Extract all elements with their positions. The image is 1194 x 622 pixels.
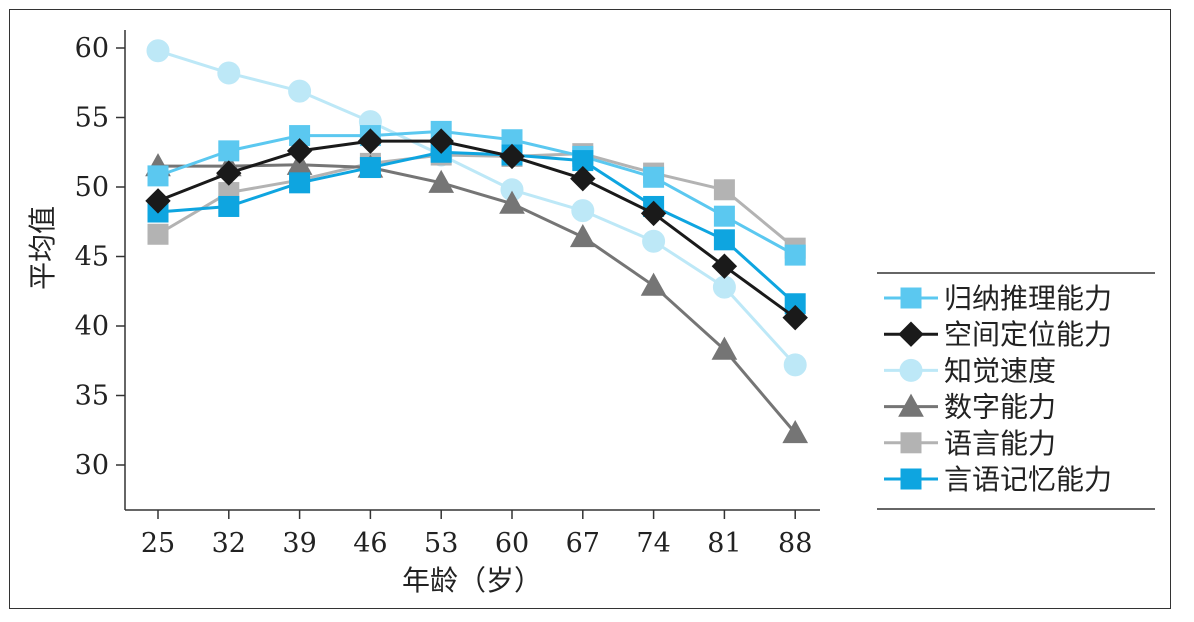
data-point [288, 79, 312, 103]
x-tick-label: 39 [282, 528, 316, 559]
data-point [216, 160, 242, 186]
y-tick-label: 40 [75, 311, 109, 342]
series-line [157, 49, 797, 366]
data-point [286, 138, 313, 164]
data-point [711, 336, 738, 360]
data-point [499, 190, 525, 214]
x-tick-label: 67 [566, 528, 600, 559]
data-point [782, 420, 809, 444]
legend-item: 归纳推理能力 [884, 282, 1112, 315]
x-tick-label: 60 [495, 528, 529, 559]
x-axis-title: 年龄（岁） [402, 564, 542, 597]
y-tick-label: 30 [75, 450, 109, 481]
data-point [571, 199, 595, 223]
legend-swatch-marker [900, 432, 922, 454]
y-tick-label: 55 [75, 103, 109, 134]
ticks: 60 55 50 45 40 35 30 25 32 39 46 53 60 67 74 81 88 [75, 33, 813, 559]
x-tick-label: 46 [353, 528, 387, 559]
data-point [711, 253, 738, 279]
axes [124, 30, 820, 511]
data-point [713, 205, 735, 227]
y-tick-label: 45 [75, 242, 109, 273]
data-point [643, 166, 665, 188]
series-2 [145, 128, 808, 331]
data-point [640, 200, 667, 227]
data-point [640, 272, 667, 296]
y-tick-label: 50 [75, 172, 109, 203]
y-axis-title: 平均值 [26, 206, 59, 290]
legend-swatch-marker [900, 468, 922, 490]
data-point [357, 128, 384, 154]
data-point [499, 143, 525, 170]
data-point [359, 157, 381, 179]
legend-label: 语言能力 [944, 427, 1056, 460]
y-tick-label: 35 [75, 381, 109, 412]
legend-item: 数字能力 [884, 391, 1056, 424]
x-tick-label: 74 [636, 528, 670, 559]
series-line [157, 129, 796, 257]
legend-item: 言语记忆能力 [884, 463, 1112, 496]
legend-swatch-marker [899, 358, 923, 382]
series-line [158, 163, 797, 435]
legend-swatch-marker [898, 321, 924, 347]
data-point [784, 244, 806, 266]
data-point [146, 39, 170, 63]
legend-label: 归纳推理能力 [944, 282, 1112, 315]
x-tick-label: 25 [141, 528, 175, 559]
legend-item: 空间定位能力 [884, 318, 1112, 351]
data-point [289, 172, 311, 194]
y-tick-label: 60 [75, 33, 109, 64]
data-point [145, 188, 171, 214]
legend-label: 数字能力 [944, 391, 1056, 424]
x-tick-label: 32 [212, 528, 246, 559]
data-point [642, 229, 666, 253]
legend-item: 知觉速度 [884, 354, 1056, 387]
data-point [712, 275, 736, 299]
legend-swatch-marker [898, 393, 924, 417]
legend-label: 空间定位能力 [944, 318, 1112, 351]
data-point [218, 140, 240, 162]
data-point [428, 169, 455, 193]
data-point [570, 165, 596, 192]
data-point [713, 229, 735, 251]
series-4 [145, 151, 809, 444]
legend-label: 知觉速度 [944, 354, 1056, 387]
data-point [782, 304, 808, 331]
data-point [218, 195, 240, 217]
series-layer [145, 39, 809, 444]
x-tick-label: 88 [778, 528, 812, 559]
x-tick-label: 53 [424, 528, 458, 559]
legend-swatch-marker [900, 287, 922, 309]
data-point [713, 179, 735, 201]
data-point [569, 224, 596, 248]
legend-label: 言语记忆能力 [944, 463, 1112, 496]
series-line [157, 152, 797, 250]
data-point [428, 128, 454, 154]
data-point [217, 61, 241, 85]
data-point [783, 353, 807, 377]
data-point [147, 223, 169, 245]
x-tick-label: 81 [707, 528, 741, 559]
series-line [157, 150, 797, 305]
series-line [157, 139, 797, 319]
legend-item: 语言能力 [884, 427, 1056, 460]
data-point [147, 165, 169, 187]
